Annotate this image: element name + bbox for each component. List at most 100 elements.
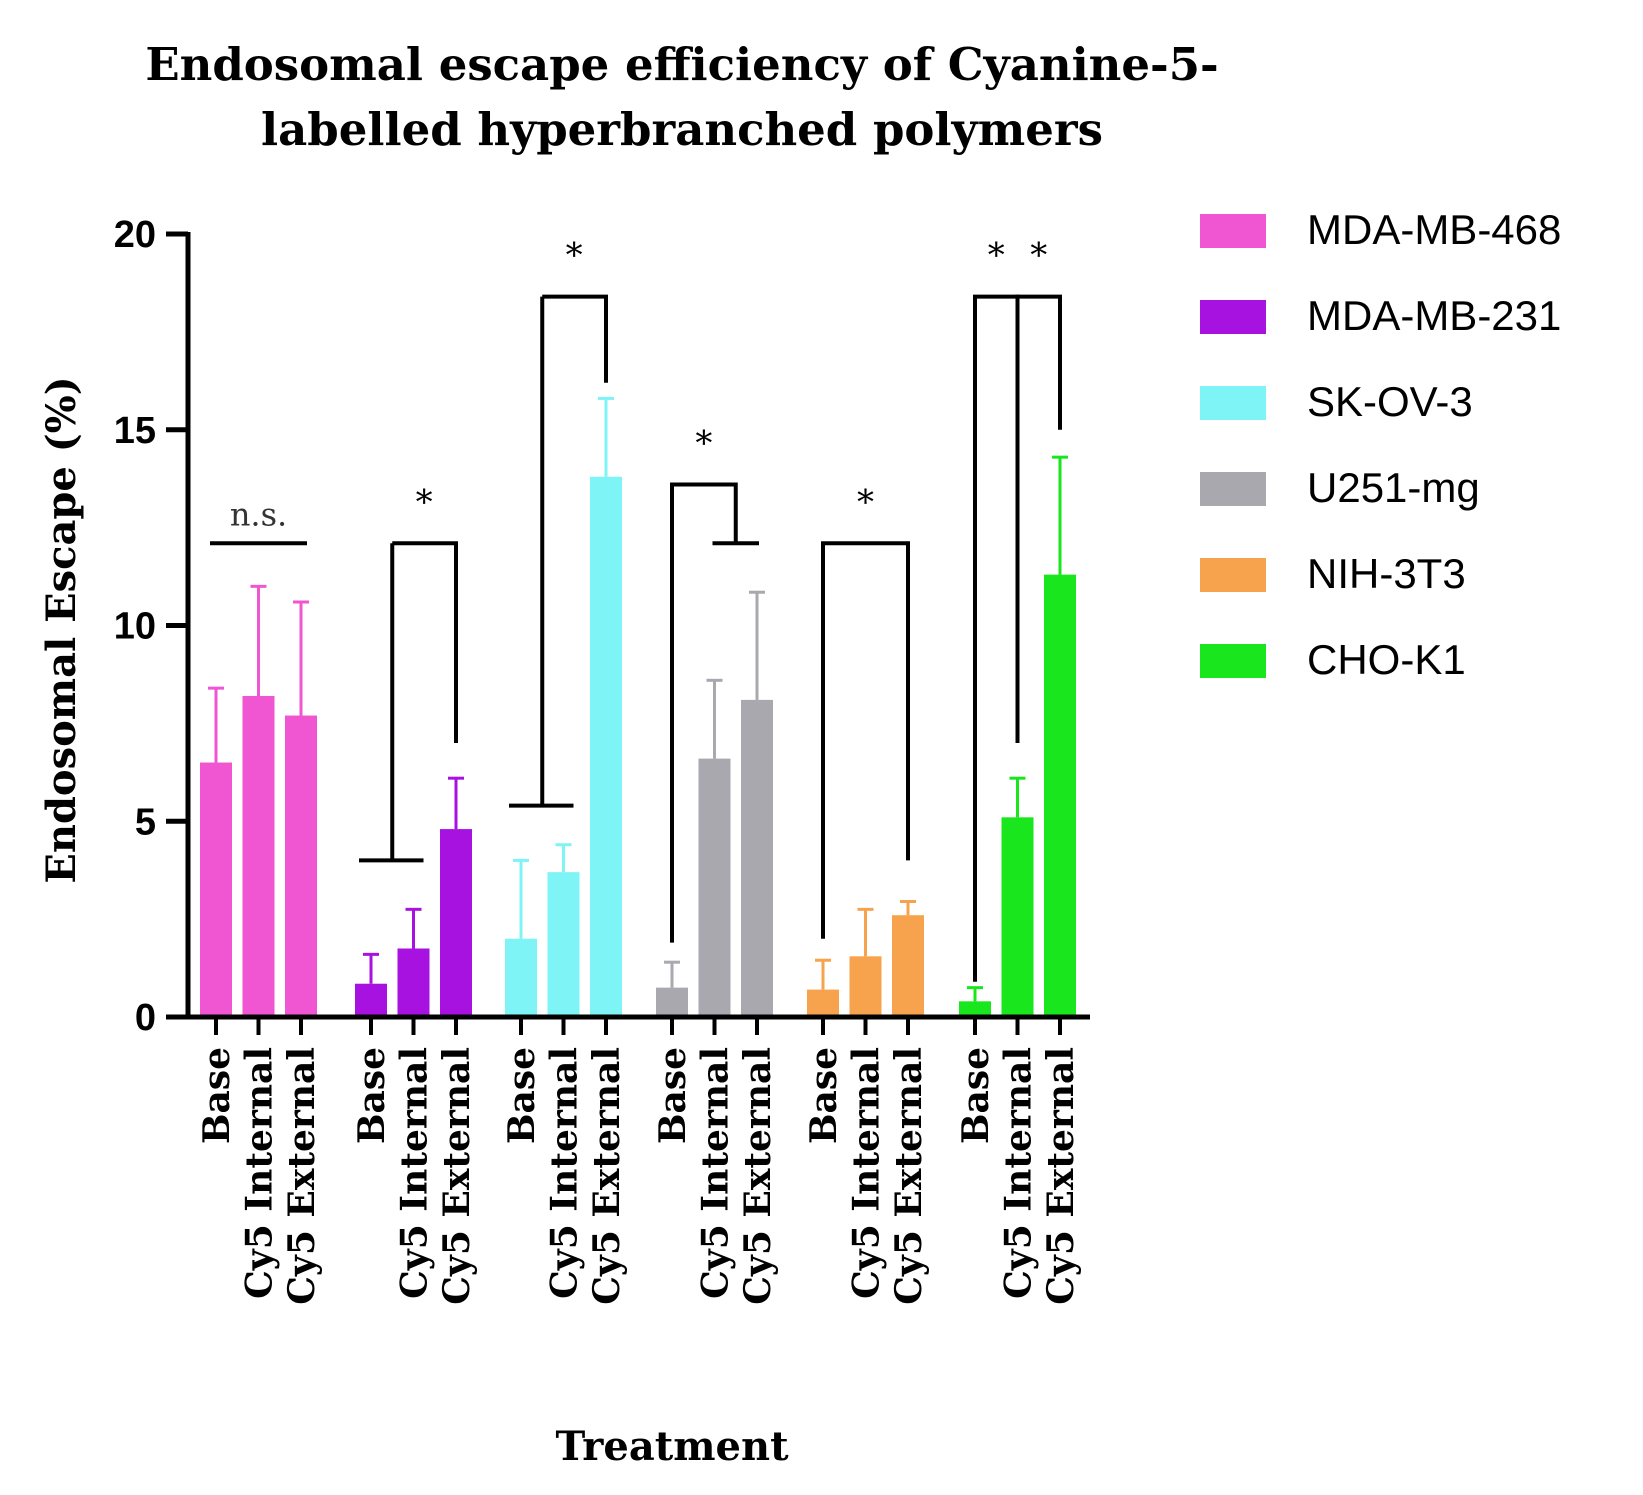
legend-item-nih-3t3: NIH-3T3 <box>1200 550 1466 597</box>
legend-label: U251-mg <box>1307 464 1480 511</box>
x-axis-label: Treatment <box>555 1423 789 1470</box>
error-bar-u251-mg-base <box>664 960 680 988</box>
legend-label: NIH-3T3 <box>1307 550 1466 597</box>
error-bar-sk-ov-3-cy5-internal <box>555 843 572 873</box>
error-bar-sk-ov-3-base <box>513 858 529 939</box>
x-tick-label-cy5-external: Cy5 External <box>586 1047 628 1305</box>
legend-item-mda-mb-231: MDA-MB-231 <box>1200 292 1561 339</box>
bar-mda-mb-231-cy5-external <box>440 829 472 1017</box>
error-bar-cho-k1-cy5-internal <box>1009 776 1026 818</box>
error-bar-mda-mb-231-cy5-internal <box>405 907 422 949</box>
significance-label: * <box>1030 236 1047 276</box>
error-bars-layer <box>208 396 1068 1002</box>
x-tick-label-base: Base <box>955 1047 997 1144</box>
significance-annotation-7: * <box>1015 236 1062 743</box>
significance-label: * <box>566 236 583 276</box>
significance-label: * <box>857 482 874 522</box>
bar-mda-mb-468-cy5-internal <box>242 695 275 1017</box>
error-bar-mda-mb-468-cy5-internal <box>250 584 267 696</box>
legend-label: CHO-K1 <box>1307 636 1466 683</box>
bar-u251-mg-cy5-internal <box>698 758 731 1017</box>
error-bar-u251-mg-cy5-internal <box>706 678 723 759</box>
bar-mda-mb-468-base <box>200 762 232 1017</box>
x-tick-label-cy5-internal: Cy5 Internal <box>846 1047 888 1299</box>
significance-label: * <box>416 482 433 522</box>
y-tick-label-10: 10 <box>114 606 156 648</box>
error-bar-nih-3t3-base <box>815 958 831 990</box>
axes: 0 5 10 15 20 <box>114 214 1090 1039</box>
bar-mda-mb-468-cy5-external <box>285 715 317 1017</box>
bar-cho-k1-base <box>959 1001 991 1017</box>
significance-annotations: n.s. * * * * * * <box>210 236 1062 982</box>
x-tick-labels: Base Cy5 Internal Cy5 External Base Cy5 Inte… <box>196 1017 1082 1305</box>
legend-label: MDA-MB-468 <box>1307 206 1561 253</box>
x-tick-label-cy5-internal: Cy5 Internal <box>394 1047 436 1299</box>
legend-swatch <box>1200 644 1266 678</box>
error-bar-cho-k1-cy5-external <box>1052 455 1068 575</box>
bar-nih-3t3-cy5-external <box>892 915 924 1017</box>
bar-u251-mg-base <box>656 987 688 1017</box>
bar-u251-mg-cy5-external <box>741 699 773 1017</box>
x-tick-label-cy5-external: Cy5 External <box>281 1047 323 1305</box>
significance-annotation-5: * <box>821 482 910 939</box>
x-tick-label-base: Base <box>351 1047 393 1144</box>
legend-swatch <box>1200 300 1266 334</box>
legend-swatch <box>1200 558 1266 592</box>
x-tick-label-cy5-external: Cy5 External <box>436 1047 478 1305</box>
legend-item-mda-mb-468: MDA-MB-468 <box>1200 206 1561 253</box>
significance-label: * <box>695 424 712 464</box>
x-tick-label-cy5-internal: Cy5 Internal <box>544 1047 586 1299</box>
bar-mda-mb-231-cy5-internal <box>397 948 430 1017</box>
x-tick-label-base: Base <box>652 1047 694 1144</box>
error-bar-nih-3t3-cy5-external <box>900 900 916 916</box>
bars-layer <box>200 476 1076 1018</box>
significance-annotation-2: * <box>359 482 458 863</box>
legend-item-sk-ov-3: SK-OV-3 <box>1200 378 1473 425</box>
bar-sk-ov-3-base <box>505 938 537 1017</box>
chart-title-line-1: Endosomal escape efficiency of Cyanine-5… <box>145 38 1218 91</box>
legend-swatch <box>1200 472 1266 506</box>
legend-swatch <box>1200 214 1266 248</box>
legend-label: SK-OV-3 <box>1307 378 1473 425</box>
error-bar-mda-mb-468-cy5-external <box>293 600 309 716</box>
legend-swatch <box>1200 386 1266 420</box>
bar-nih-3t3-base <box>807 989 839 1017</box>
legend-item-u251-mg: U251-mg <box>1200 464 1480 511</box>
x-tick-label-cy5-external: Cy5 External <box>1040 1047 1082 1305</box>
error-bar-mda-mb-468-base <box>208 686 224 763</box>
bar-nih-3t3-cy5-internal <box>849 956 882 1017</box>
significance-label: * <box>988 236 1005 276</box>
y-axis-label: Endosomal Escape (%) <box>38 376 85 883</box>
bar-sk-ov-3-cy5-external <box>590 476 622 1018</box>
error-bar-cho-k1-base <box>967 986 983 1002</box>
error-bar-mda-mb-231-base <box>363 952 379 984</box>
bar-cho-k1-cy5-internal <box>1001 817 1034 1017</box>
y-tick-label-5: 5 <box>135 801 156 843</box>
x-tick-label-base: Base <box>196 1047 238 1144</box>
x-tick-label-cy5-external: Cy5 External <box>888 1047 930 1305</box>
legend: MDA-MB-468 MDA-MB-231 SK-OV-3 U251-mg NIH-3T… <box>1200 206 1561 683</box>
legend-label: MDA-MB-231 <box>1307 292 1561 339</box>
x-tick-label-cy5-internal: Cy5 Internal <box>695 1047 737 1299</box>
bar-sk-ov-3-cy5-internal <box>547 872 580 1017</box>
y-tick-label-15: 15 <box>114 410 156 452</box>
error-bar-sk-ov-3-cy5-external <box>598 396 614 477</box>
chart-title: Endosomal escape efficiency of Cyanine-5… <box>145 38 1218 156</box>
error-bar-mda-mb-231-cy5-external <box>448 776 464 830</box>
bar-mda-mb-231-base <box>355 983 387 1017</box>
x-tick-label-base: Base <box>501 1047 543 1144</box>
x-tick-label-base: Base <box>803 1047 845 1144</box>
x-tick-label-cy5-external: Cy5 External <box>737 1047 779 1305</box>
x-tick-label-cy5-internal: Cy5 Internal <box>239 1047 281 1299</box>
x-tick-label-cy5-internal: Cy5 Internal <box>998 1047 1040 1299</box>
chart-title-line-2: labelled hyperbranched polymers <box>261 103 1103 156</box>
significance-annotation-3: * <box>509 236 608 808</box>
significance-annotation-1: n.s. <box>210 495 307 546</box>
y-tick-label-0: 0 <box>135 997 156 1039</box>
y-tick-label-20: 20 <box>114 214 156 256</box>
significance-label: n.s. <box>230 495 287 533</box>
error-bar-u251-mg-cy5-external <box>749 590 765 700</box>
legend-item-cho-k1: CHO-K1 <box>1200 636 1466 683</box>
